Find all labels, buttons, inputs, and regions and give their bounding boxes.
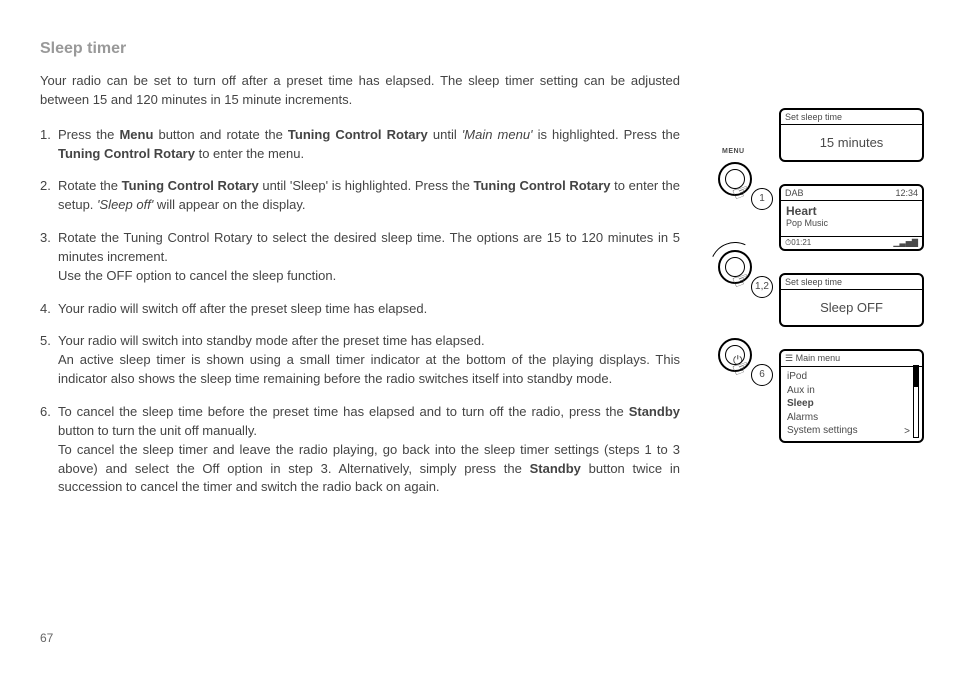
t: will appear on the display.	[153, 197, 305, 212]
screen-header: Set sleep time	[781, 275, 922, 290]
t: 'Main menu'	[462, 127, 533, 142]
screen-body: Heart Pop Music	[781, 201, 922, 236]
t: until 'Sleep' is highlighted. Press the	[259, 178, 474, 193]
time-label: 12:34	[895, 188, 918, 198]
t: is highlighted. Press the	[533, 127, 680, 142]
signal-icon: ▁▃▅▇	[893, 238, 918, 248]
step-num: 2.	[40, 177, 58, 215]
screen-header: Set sleep time	[781, 110, 922, 125]
t: Standby	[629, 404, 680, 419]
menu-item: Alarms	[787, 411, 916, 425]
menu-item-selected: Sleep	[787, 397, 916, 411]
step-5: 5. Your radio will switch into standby m…	[40, 332, 680, 389]
t: Rotate the	[58, 178, 122, 193]
screen-body: Sleep OFF	[781, 290, 922, 325]
t: 'Sleep off'	[97, 197, 153, 212]
step-num: 4.	[40, 300, 58, 319]
step-num: 3.	[40, 229, 58, 286]
screens-column: Set sleep time 15 minutes DAB 12:34 Hear…	[749, 108, 924, 465]
t: Your radio will switch off after the pre…	[58, 301, 427, 316]
step-num: 1.	[40, 126, 58, 164]
page-title: Sleep timer	[40, 40, 924, 58]
t: Press the	[58, 127, 119, 142]
screen-footer: ⏱01:21 ▁▃▅▇	[781, 236, 922, 249]
sleep-timer-icon: ⏱01:21	[785, 238, 811, 248]
step-num: 6.	[40, 403, 58, 497]
t: ☰ Main menu	[785, 353, 840, 364]
page-number: 67	[40, 631, 53, 645]
screen-body: 15 minutes	[781, 125, 922, 160]
t: until	[428, 127, 462, 142]
screen-header: DAB 12:34	[781, 186, 922, 201]
t: Set sleep time	[785, 112, 842, 122]
t: Menu	[119, 127, 153, 142]
t: button and rotate the	[153, 127, 288, 142]
station-name: Heart	[786, 204, 917, 218]
t: button to turn the unit off manually.	[58, 423, 257, 438]
genre-label: Pop Music	[786, 218, 917, 228]
screen-sleep-time: Set sleep time 15 minutes	[779, 108, 924, 162]
arrow-icon: >	[904, 426, 910, 437]
t: To cancel the sleep time before the pres…	[58, 404, 629, 419]
t: Rotate the Tuning Control Rotary to sele…	[58, 230, 680, 264]
step-4: 4. Your radio will switch off after the …	[40, 300, 680, 319]
step-6: 6. To cancel the sleep time before the p…	[40, 403, 680, 497]
screen-header: ☰ Main menu	[781, 351, 922, 367]
menu-item: iPod	[787, 370, 916, 384]
intro-text: Your radio can be set to turn off after …	[40, 72, 680, 110]
t: Tuning Control Rotary	[473, 178, 610, 193]
t: Standby	[530, 461, 581, 476]
steps-list: 1. Press the Menu button and rotate the …	[40, 126, 680, 498]
t: Use the OFF option to cancel the sleep f…	[58, 268, 336, 283]
screen-main-menu: ☰ Main menu iPod Aux in Sleep Alarms Sys…	[779, 349, 924, 443]
t: Your radio will switch into standby mode…	[58, 333, 485, 348]
mode-label: DAB	[785, 188, 804, 198]
menu-item: System settings	[787, 424, 916, 438]
screen-sleep-off: Set sleep time Sleep OFF	[779, 273, 924, 327]
step-3: 3. Rotate the Tuning Control Rotary to s…	[40, 229, 680, 286]
t: An active sleep timer is shown using a s…	[58, 352, 680, 386]
menu-item: Aux in	[787, 384, 916, 398]
screen-body: iPod Aux in Sleep Alarms System settings	[781, 367, 922, 441]
scrollbar-thumb	[914, 366, 918, 387]
screen-dab: DAB 12:34 Heart Pop Music ⏱01:21 ▁▃▅▇	[779, 184, 924, 251]
t: Tuning Control Rotary	[122, 178, 259, 193]
step-1: 1. Press the Menu button and rotate the …	[40, 126, 680, 164]
menu-label: MENU	[722, 148, 745, 155]
t: Tuning Control Rotary	[288, 127, 428, 142]
step-num: 5.	[40, 332, 58, 389]
t: Set sleep time	[785, 277, 842, 287]
scrollbar	[913, 365, 919, 438]
t: to enter the menu.	[195, 146, 304, 161]
t: Tuning Control Rotary	[58, 146, 195, 161]
step-2: 2. Rotate the Tuning Control Rotary unti…	[40, 177, 680, 215]
